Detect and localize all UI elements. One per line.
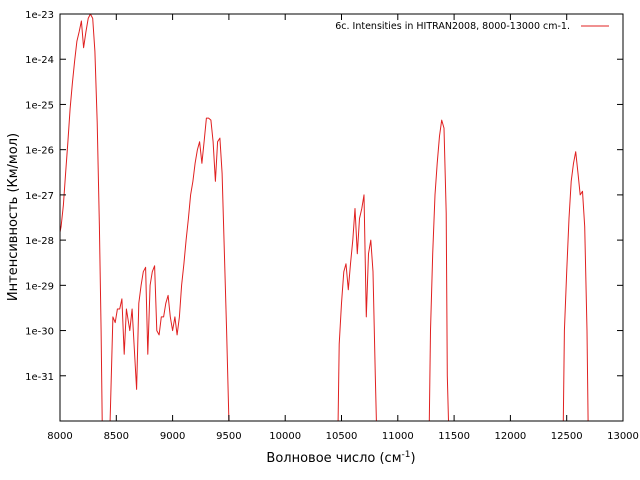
x-tick-label: 9500 [216, 431, 241, 442]
x-tick-label: 8000 [47, 431, 72, 442]
legend-label: 6c. Intensities in HITRAN2008, 8000-1300… [335, 21, 570, 32]
series-line-segment [428, 119, 449, 422]
series-line-segment [59, 13, 103, 422]
y-tick-label: 1e-27 [25, 191, 54, 202]
y-tick-label: 1e-29 [25, 281, 54, 292]
y-tick-label: 1e-25 [25, 100, 54, 111]
y-tick-label: 1e-23 [25, 10, 54, 21]
legend: 6c. Intensities in HITRAN2008, 8000-1300… [335, 21, 609, 32]
x-tick-label: 10000 [269, 431, 301, 442]
series-line-segment [562, 151, 589, 422]
x-tick-label: 10500 [326, 431, 358, 442]
x-tick-label: 12500 [551, 431, 583, 442]
x-tick-label: 13000 [607, 431, 639, 442]
y-tick-label: 1e-28 [25, 236, 54, 247]
series-line-segment [109, 117, 230, 422]
y-tick-label: 1e-26 [25, 146, 54, 157]
y-tick-label: 1e-31 [25, 372, 54, 383]
x-axis-title: Волновое число (см-1) [266, 450, 415, 466]
y-axis-title: Интенсивность (Км/мол) [6, 133, 21, 301]
plot-frame [59, 13, 624, 422]
x-tick-label: 9000 [160, 431, 185, 442]
x-tick-label: 8500 [104, 431, 129, 442]
y-tick-label: 1e-30 [25, 327, 54, 338]
series-line-segment [337, 194, 377, 422]
x-tick-label: 11500 [438, 431, 470, 442]
y-tick-label: 1e-24 [25, 55, 54, 66]
x-tick-label: 11000 [382, 431, 414, 442]
x-tick-label: 12000 [494, 431, 526, 442]
